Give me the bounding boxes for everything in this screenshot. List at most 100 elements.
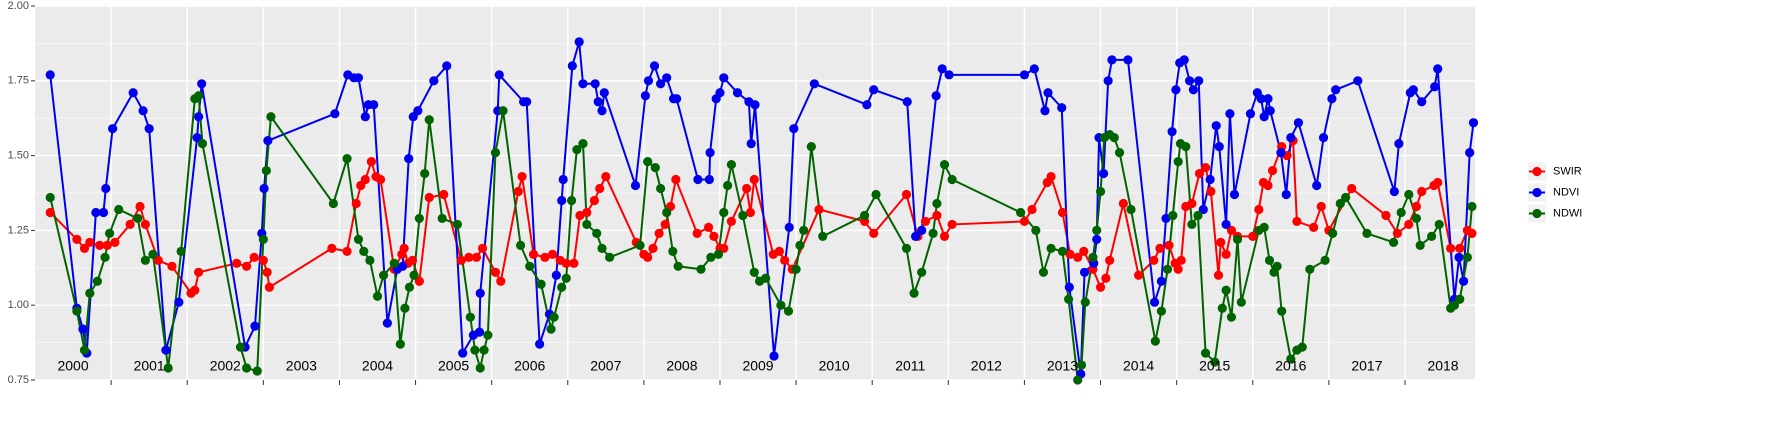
data-point [176, 246, 186, 256]
data-point [567, 61, 577, 71]
data-point [726, 216, 737, 227]
data-point [947, 219, 957, 230]
data-point [705, 148, 715, 158]
year-label: 2012 [971, 358, 1002, 374]
data-point [742, 183, 752, 194]
data-point [85, 288, 95, 298]
data-point [1150, 336, 1160, 346]
data-point [330, 109, 340, 119]
data-point [342, 246, 352, 256]
data-point [1312, 180, 1322, 191]
data-point [917, 225, 927, 235]
data-point [1381, 210, 1391, 221]
data-point [1019, 70, 1030, 80]
data-point [241, 261, 252, 271]
data-point [869, 228, 879, 238]
data-point [1415, 240, 1425, 250]
data-point [549, 312, 559, 322]
data-point [1417, 97, 1427, 107]
data-point [167, 261, 177, 271]
data-point [1126, 204, 1136, 215]
data-point [1293, 118, 1304, 128]
data-point [595, 183, 605, 194]
data-point [1221, 219, 1231, 230]
data-point [72, 306, 82, 316]
year-label: 2004 [362, 358, 393, 374]
data-point [1226, 312, 1237, 322]
data-point [1446, 243, 1456, 253]
data-point [1281, 189, 1291, 200]
data-point [399, 243, 409, 253]
data-point [235, 342, 246, 352]
data-point [574, 37, 584, 47]
data-point [932, 210, 942, 221]
data-point [1064, 282, 1074, 292]
data-point [557, 282, 567, 292]
data-point [140, 219, 150, 230]
data-point [643, 76, 654, 86]
data-point [1156, 306, 1167, 316]
legend-symbol [1532, 166, 1542, 177]
data-point [144, 124, 154, 134]
data-point [937, 64, 947, 74]
data-point [413, 106, 423, 116]
data-point [643, 252, 653, 262]
data-point [1043, 88, 1053, 98]
year-label: 2008 [666, 358, 697, 374]
data-point [1341, 192, 1351, 203]
data-point [1248, 231, 1258, 241]
data-point [475, 288, 485, 298]
data-point [342, 153, 352, 164]
data-point [414, 276, 424, 286]
data-point [932, 198, 942, 209]
data-point [404, 153, 414, 164]
data-point [1462, 252, 1472, 262]
data-point [528, 249, 539, 259]
data-point [327, 243, 337, 253]
data-point [437, 213, 447, 224]
data-point [513, 186, 523, 197]
data-point [1149, 255, 1159, 265]
data-point [1073, 252, 1083, 262]
data-point [1396, 207, 1406, 218]
data-point [163, 363, 173, 373]
data-point [452, 219, 463, 230]
data-point [424, 192, 434, 203]
data-point [704, 174, 714, 185]
y-tick-label: 1.25 [8, 224, 29, 236]
data-point [1038, 267, 1049, 277]
data-point [774, 246, 784, 256]
data-point [869, 85, 879, 95]
data-point [102, 240, 112, 250]
data-point [1156, 276, 1167, 286]
data-point [389, 258, 399, 268]
data-point [814, 204, 824, 215]
data-point [692, 228, 702, 238]
data-point [738, 210, 748, 221]
data-point [1316, 201, 1326, 212]
data-point [1114, 148, 1125, 158]
year-label: 2014 [1123, 358, 1154, 374]
data-point [540, 252, 550, 262]
data-point [128, 88, 138, 98]
data-point [1286, 133, 1296, 143]
data-point [561, 273, 571, 283]
data-point [1040, 106, 1050, 116]
data-point [1057, 207, 1068, 218]
data-point [378, 270, 389, 280]
data-point [1076, 360, 1087, 370]
data-point [1079, 267, 1090, 277]
data-point [1320, 255, 1330, 265]
data-point [1109, 133, 1119, 143]
legend-label: NDWI [1553, 207, 1582, 219]
data-point [108, 124, 118, 134]
data-point [424, 115, 434, 125]
data-point [135, 201, 145, 212]
data-point [713, 249, 724, 259]
data-point [1454, 252, 1464, 262]
data-point [439, 189, 449, 200]
data-point [1161, 213, 1171, 224]
data-point [592, 228, 602, 238]
data-point [1213, 270, 1224, 280]
data-point [517, 171, 527, 182]
